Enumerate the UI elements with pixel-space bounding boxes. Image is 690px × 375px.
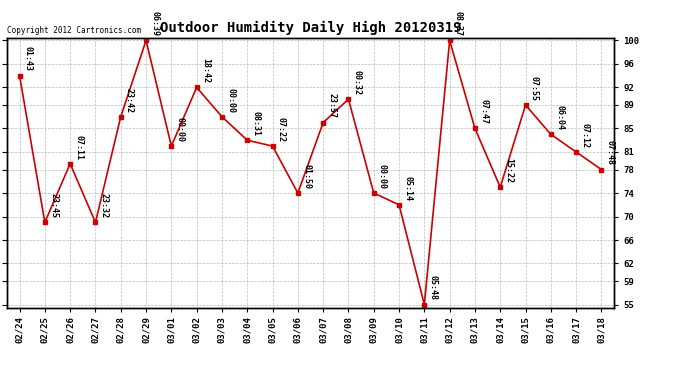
Text: 23:32: 23:32 xyxy=(99,193,108,218)
Text: 00:00: 00:00 xyxy=(226,88,235,112)
Text: 15:22: 15:22 xyxy=(504,158,513,183)
Text: 07:55: 07:55 xyxy=(530,76,539,101)
Text: 05:14: 05:14 xyxy=(403,176,412,201)
Text: 01:43: 01:43 xyxy=(23,46,32,72)
Text: 23:42: 23:42 xyxy=(125,88,134,112)
Text: 07:22: 07:22 xyxy=(277,117,286,142)
Text: 00:00: 00:00 xyxy=(175,117,184,142)
Text: 08:31: 08:31 xyxy=(251,111,260,136)
Text: 00:32: 00:32 xyxy=(353,70,362,95)
Title: Outdoor Humidity Daily High 20120319: Outdoor Humidity Daily High 20120319 xyxy=(160,21,461,35)
Text: 07:48: 07:48 xyxy=(606,140,615,165)
Text: Copyright 2012 Cartronics.com: Copyright 2012 Cartronics.com xyxy=(7,26,141,35)
Text: 05:48: 05:48 xyxy=(428,275,437,300)
Text: 08:37: 08:37 xyxy=(454,11,463,36)
Text: 07:11: 07:11 xyxy=(75,135,83,159)
Text: 06:04: 06:04 xyxy=(555,105,564,130)
Text: 23:57: 23:57 xyxy=(327,93,336,118)
Text: 07:47: 07:47 xyxy=(479,99,488,124)
Text: 23:45: 23:45 xyxy=(49,193,58,218)
Text: 18:42: 18:42 xyxy=(201,58,210,83)
Text: 06:39: 06:39 xyxy=(150,11,159,36)
Text: 01:50: 01:50 xyxy=(302,164,311,189)
Text: 07:12: 07:12 xyxy=(580,123,589,148)
Text: 00:00: 00:00 xyxy=(378,164,387,189)
